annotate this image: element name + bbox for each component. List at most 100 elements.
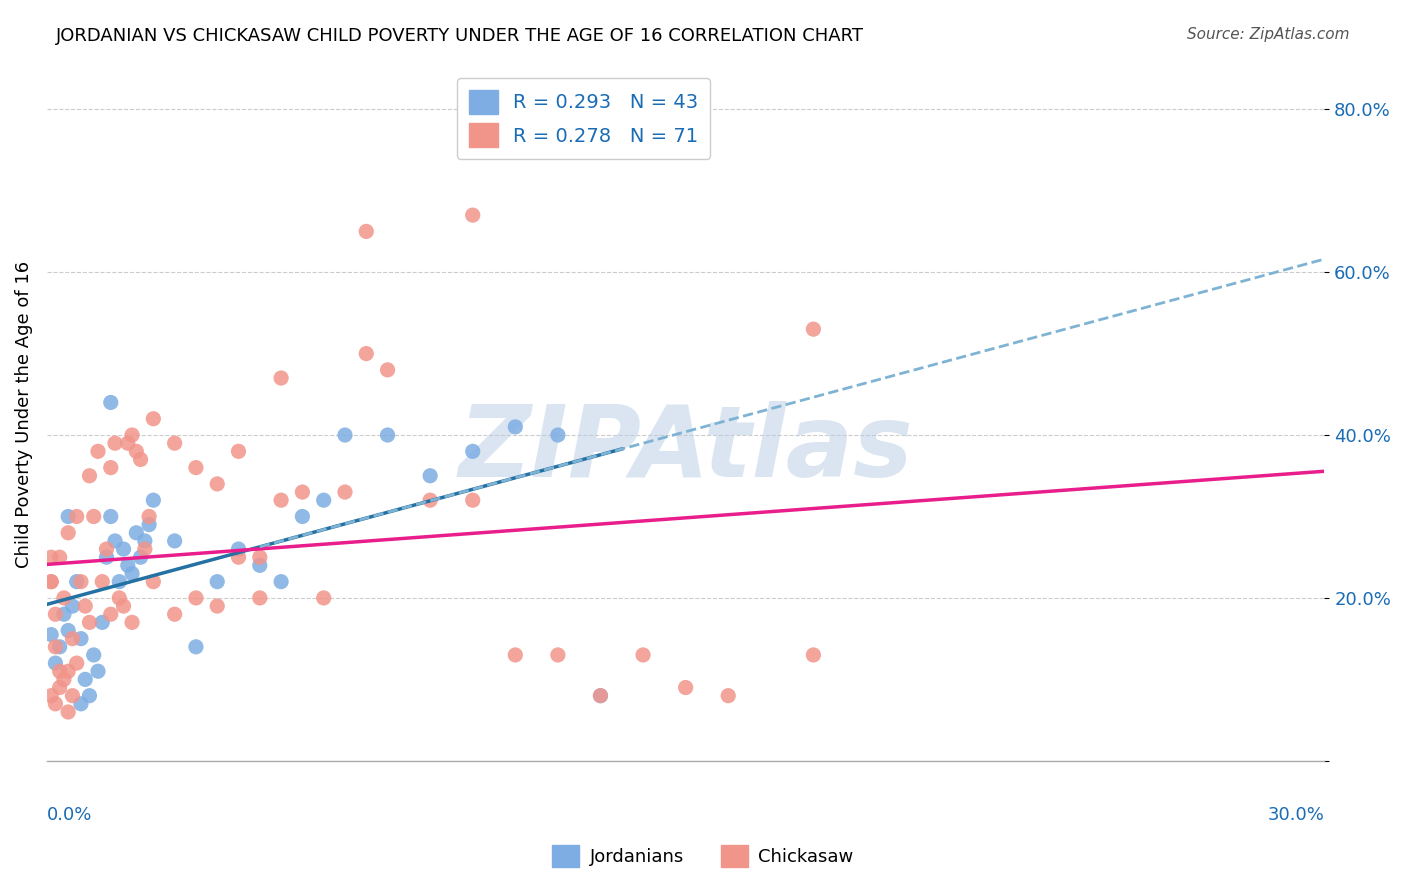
Point [56,509,79,524]
Point [62,689,84,703]
Point [270,493,292,508]
Point [108,591,131,605]
Point [44,697,66,711]
Point [505,420,527,434]
Point [87,665,110,679]
Legend: R = 0.293   N = 43, R = 0.278   N = 71: R = 0.293 N = 43, R = 0.278 N = 71 [457,78,710,159]
Text: 30.0%: 30.0% [1268,805,1324,824]
Point [87,444,110,458]
Point [91,574,114,589]
Point [505,648,527,662]
Point [589,689,612,703]
Point [70,632,93,646]
Point [142,493,165,508]
Point [377,363,399,377]
Point [377,428,399,442]
Point [91,615,114,630]
Point [83,509,105,524]
Text: JORDANIAN VS CHICKASAW CHILD POVERTY UNDER THE AGE OF 16 CORRELATION CHART: JORDANIAN VS CHICKASAW CHILD POVERTY UND… [56,27,865,45]
Point [83,648,105,662]
Point [48,681,70,695]
Point [66,509,89,524]
Point [333,485,356,500]
Point [104,533,127,548]
Point [44,640,66,654]
Point [228,444,250,458]
Point [62,599,84,613]
Point [52,673,75,687]
Point [79,468,101,483]
Point [75,599,97,613]
Point [589,689,612,703]
Point [75,673,97,687]
Point [125,444,148,458]
Point [52,591,75,605]
Point [312,591,335,605]
Point [461,493,484,508]
Point [134,533,156,548]
Point [270,371,292,385]
Point [66,574,89,589]
Point [117,558,139,573]
Point [631,648,654,662]
Point [163,436,186,450]
Point [461,208,484,222]
Point [419,468,441,483]
Point [125,525,148,540]
Point [112,599,135,613]
Y-axis label: Child Poverty Under the Age of 16: Child Poverty Under the Age of 16 [15,261,32,568]
Point [184,460,207,475]
Point [129,550,152,565]
Point [100,509,122,524]
Point [56,525,79,540]
Point [66,656,89,670]
Legend: Jordanians, Chickasaw: Jordanians, Chickasaw [546,838,860,874]
Point [142,411,165,425]
Point [117,436,139,450]
Point [184,591,207,605]
Point [104,436,127,450]
Point [547,648,569,662]
Point [48,665,70,679]
Point [333,428,356,442]
Point [138,517,160,532]
Point [419,493,441,508]
Point [138,509,160,524]
Point [79,689,101,703]
Point [108,574,131,589]
Point [205,476,228,491]
Point [96,550,118,565]
Point [56,705,79,719]
Point [291,485,314,500]
Point [39,689,62,703]
Point [96,542,118,557]
Point [39,550,62,565]
Point [62,632,84,646]
Point [79,615,101,630]
Point [184,640,207,654]
Point [48,640,70,654]
Point [291,509,314,524]
Point [121,615,143,630]
Point [121,428,143,442]
Point [44,656,66,670]
Point [249,558,271,573]
Point [121,566,143,581]
Point [356,346,378,360]
Point [803,648,825,662]
Point [112,542,135,557]
Point [163,607,186,622]
Point [356,224,378,238]
Point [56,624,79,638]
Text: Source: ZipAtlas.com: Source: ZipAtlas.com [1187,27,1350,42]
Point [312,493,335,508]
Point [142,574,165,589]
Point [48,550,70,565]
Point [461,444,484,458]
Point [547,428,569,442]
Point [134,542,156,557]
Point [675,681,697,695]
Point [70,697,93,711]
Point [228,542,250,557]
Point [163,533,186,548]
